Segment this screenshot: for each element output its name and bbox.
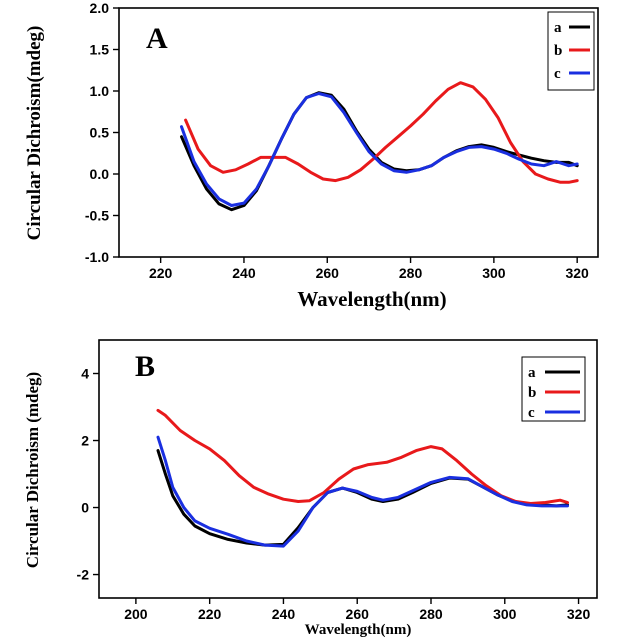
- panel-a-y-tick-label-6: 2.0: [90, 0, 110, 16]
- panel-b-plot-frame: [98, 339, 598, 599]
- panel-a-y-tick-label-4: 1.0: [90, 83, 110, 99]
- panel-b-y-axis-title: Circular Dichroism (mdeg): [23, 372, 42, 568]
- panel-b-legend-label-c: c: [528, 405, 535, 421]
- panel-a-x-tick-label-300: 300: [482, 265, 506, 281]
- panel-b-y-tick-label-2: 2: [81, 433, 89, 449]
- panel-b-legend-label-a: a: [528, 365, 536, 381]
- panel-a-y-tick-label-5: 1.5: [90, 42, 110, 58]
- panel-a-y-axis-title: Circular Dichroism(mdeg): [24, 26, 45, 241]
- panel-a: 220 240 260 280 300 320 -1.0 -0.5 0.0 0.5 1.0 1.5 2.…: [24, 0, 599, 311]
- panel-b-x-tick-label-300: 300: [493, 606, 517, 622]
- panel-a-x-tick-label-240: 240: [232, 265, 256, 281]
- panel-a-y-tick-label-3: 0.5: [90, 125, 110, 141]
- panel-b-y-tick-label-3: 4: [81, 366, 89, 382]
- panel-b-label: B: [135, 350, 155, 383]
- panel-b-series-c-line: [156, 435, 569, 548]
- panel-b-x-tick-label-220: 220: [198, 606, 222, 622]
- panel-b-series-layer: [156, 408, 569, 548]
- panel-a-legend-label-a: a: [554, 20, 562, 36]
- panel-a-x-tick-label-280: 280: [399, 265, 423, 281]
- panel-a-x-tick-label-220: 220: [149, 265, 173, 281]
- panel-a-series-b-line: [184, 81, 579, 184]
- panel-b-y-tick-label-0: -2: [77, 567, 90, 583]
- panel-a-legend: abc: [547, 11, 595, 91]
- panel-b-x-tick-label-280: 280: [419, 606, 443, 622]
- panel-b-series-b-line: [156, 408, 569, 505]
- panel-a-x-tick-label-320: 320: [565, 265, 589, 281]
- panel-b-y-tick-label-1: 0: [81, 500, 89, 516]
- panel-b: 200 220 240 260 280 300 320 -2 0 2 4 B Wavelength(…: [23, 339, 598, 638]
- panel-a-series-c-line: [180, 92, 579, 207]
- panel-a-series-layer: [180, 81, 579, 212]
- panel-a-y-tick-label-0: -1.0: [85, 249, 109, 265]
- panel-a-y-tick-label-1: -0.5: [85, 208, 109, 224]
- panel-a-ticks: 220 240 260 280 300 320 -1.0 -0.5 0.0 0.5 1.0 1.5 2.…: [85, 0, 589, 281]
- panel-b-legend-label-b: b: [528, 385, 536, 401]
- panel-a-label: A: [146, 22, 168, 55]
- panel-a-y-tick-label-2: 0.0: [90, 166, 110, 182]
- panel-b-x-tick-label-260: 260: [346, 606, 370, 622]
- panel-a-x-tick-label-260: 260: [316, 265, 340, 281]
- panel-b-x-tick-label-240: 240: [272, 606, 296, 622]
- panel-a-legend-label-c: c: [554, 66, 561, 82]
- panel-b-legend-box: [521, 356, 586, 422]
- panel-b-legend: abc: [521, 356, 586, 422]
- panel-b-ticks: 200 220 240 260 280 300 320 -2 0 2 4: [77, 366, 591, 622]
- panel-a-legend-label-b: b: [554, 43, 562, 59]
- panel-b-x-tick-label-320: 320: [567, 606, 591, 622]
- panel-b-x-axis-title: Wavelength(nm): [305, 622, 412, 638]
- panel-a-x-axis-title: Wavelength(nm): [297, 287, 446, 311]
- panel-b-x-tick-label-200: 200: [124, 606, 148, 622]
